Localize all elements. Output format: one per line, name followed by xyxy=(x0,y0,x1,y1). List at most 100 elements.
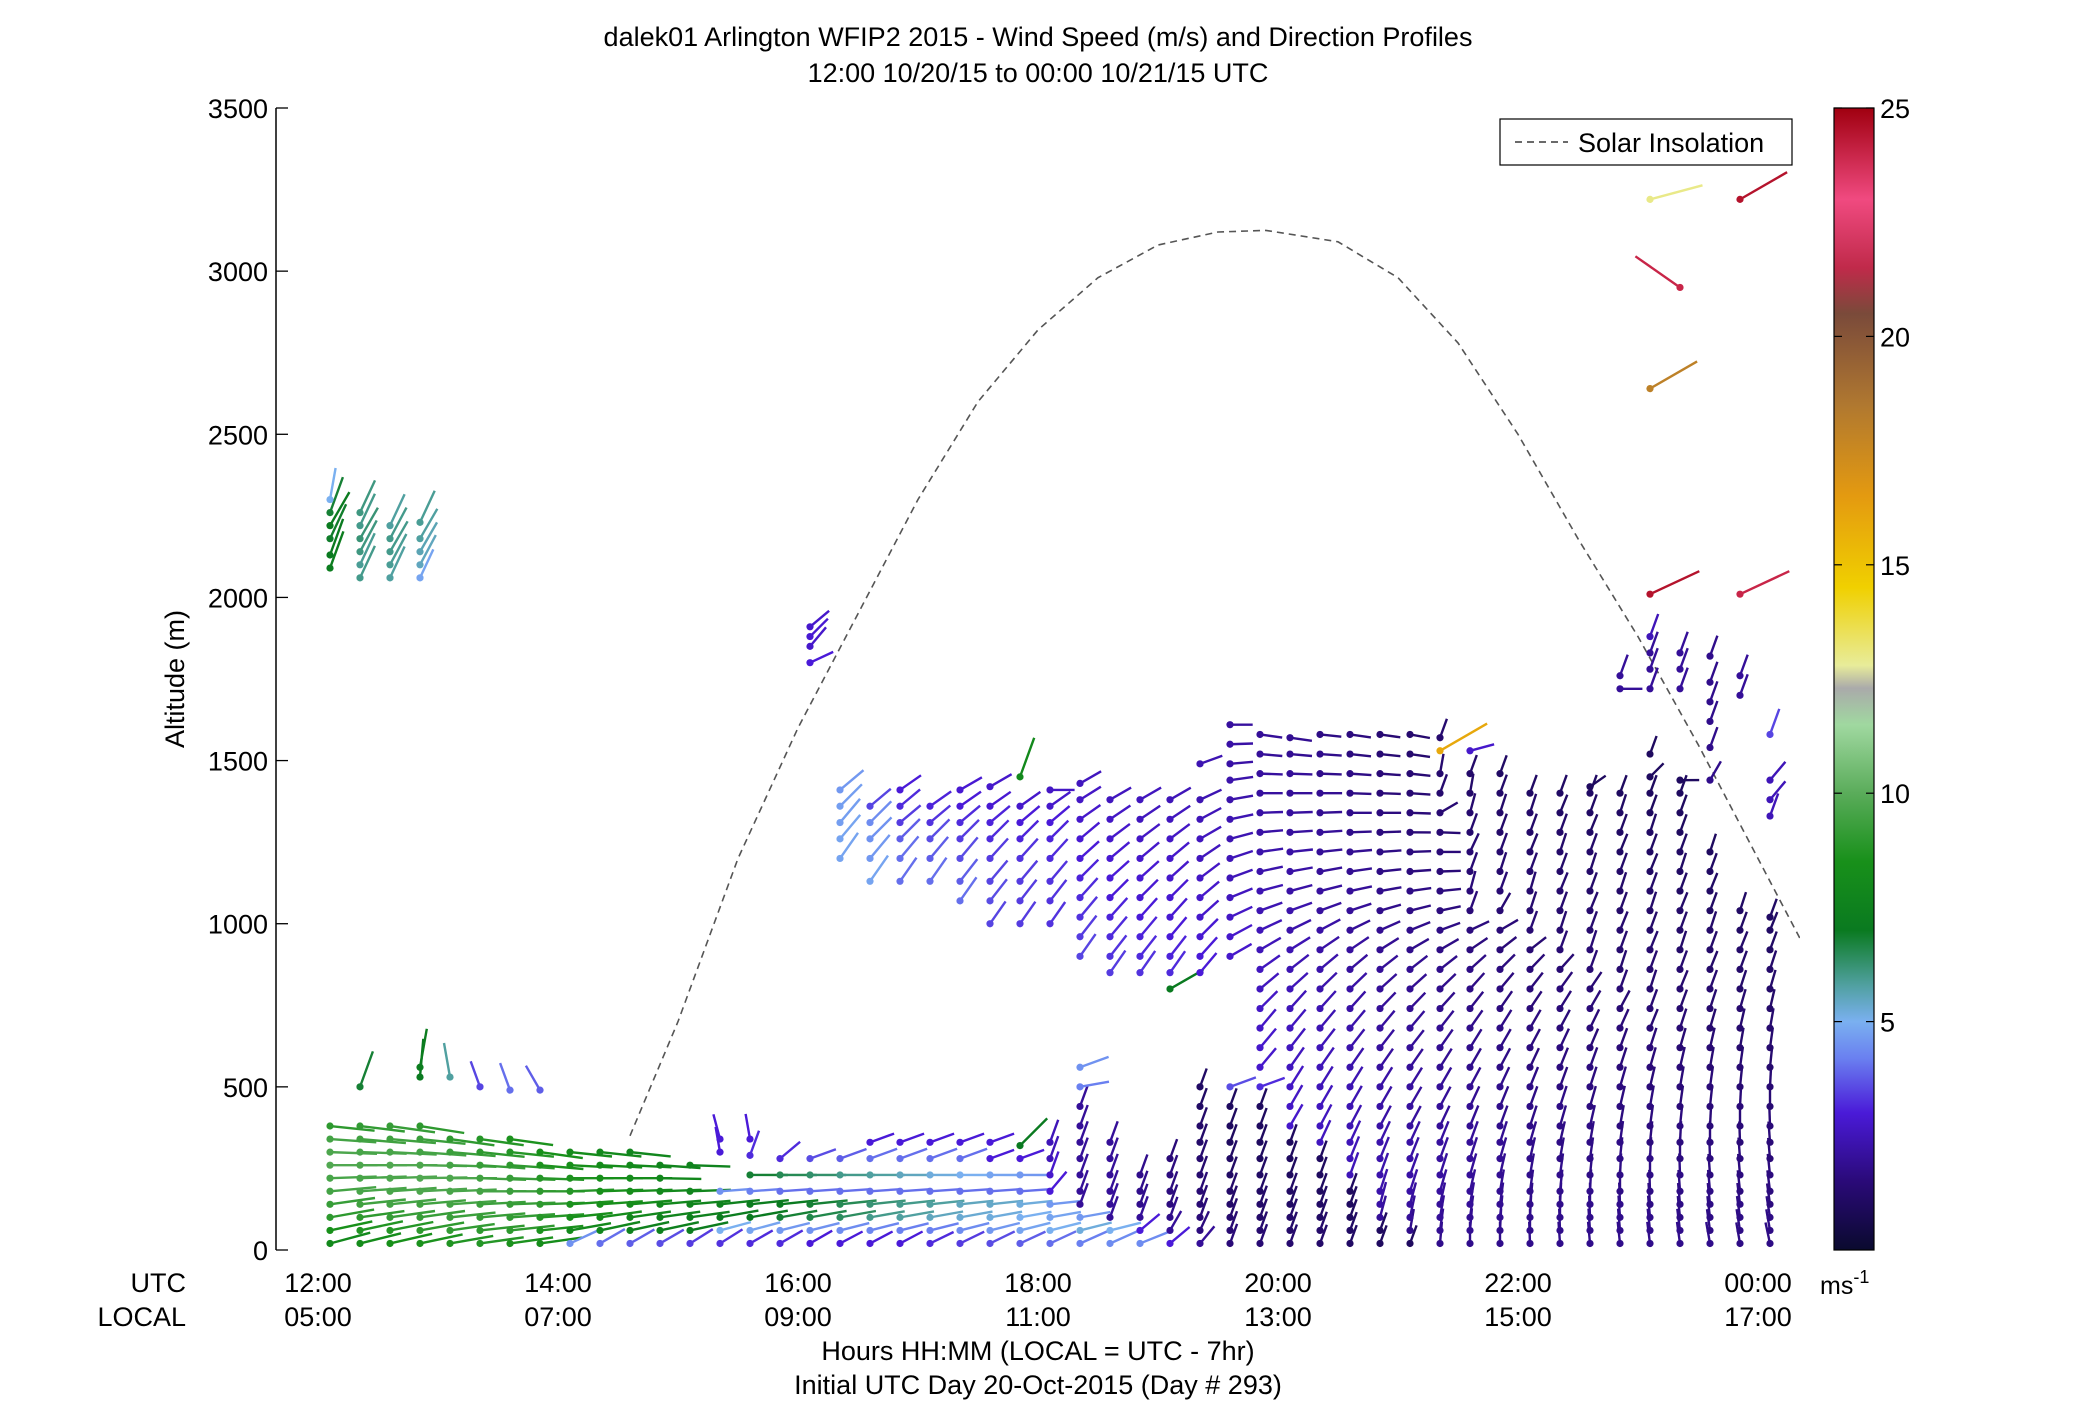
wind-barb-dot xyxy=(506,1226,514,1235)
wind-barb-dot xyxy=(656,1213,664,1221)
wind-barb-dot xyxy=(1466,1083,1474,1091)
wind-barb xyxy=(1139,878,1159,899)
wind-barb-dot xyxy=(1376,809,1384,817)
wind-barb-dot xyxy=(1016,1155,1024,1163)
wind-barb xyxy=(959,1188,989,1193)
wind-barb-dot xyxy=(1166,1155,1174,1163)
wind-barb xyxy=(929,804,952,824)
wind-barb xyxy=(1289,772,1313,776)
wind-barb-dot xyxy=(1016,818,1024,827)
wind-barb xyxy=(899,857,918,882)
wind-barb-dot xyxy=(476,1135,484,1143)
wind-barb xyxy=(749,1229,774,1245)
wind-barb-dot xyxy=(356,1148,364,1156)
wind-barb-dot xyxy=(1646,1171,1654,1179)
wind-barb-dot xyxy=(1226,1171,1234,1179)
wind-barb xyxy=(959,1199,994,1206)
wind-barb-dot xyxy=(1286,809,1294,817)
wind-barb xyxy=(1408,1105,1422,1127)
wind-barb-dot xyxy=(1526,887,1534,895)
wind-barb xyxy=(1079,840,1100,860)
wind-barb xyxy=(1708,726,1719,748)
wind-barb-dot xyxy=(776,1226,784,1235)
wind-barb-dot xyxy=(1676,848,1684,856)
wind-barb-dot xyxy=(1616,1171,1624,1179)
wind-barb-dot xyxy=(1346,985,1354,993)
wind-barb-dot xyxy=(626,1213,634,1221)
wind-barb xyxy=(358,519,378,553)
wind-barb xyxy=(1348,1120,1362,1143)
wind-barb xyxy=(1438,1105,1451,1127)
wind-barb-dot xyxy=(1526,1213,1534,1221)
wind-barb xyxy=(1229,775,1254,782)
wind-barb-dot xyxy=(386,1122,394,1130)
wind-barb xyxy=(899,788,921,808)
wind-barb-dot xyxy=(1046,920,1054,928)
wind-barb-dot xyxy=(386,574,394,582)
wind-barb xyxy=(1349,1047,1365,1068)
wind-barb-dot xyxy=(1346,1024,1354,1032)
wind-barb-dot xyxy=(1376,1213,1384,1221)
wind-barb-dot xyxy=(1406,770,1414,778)
wind-barb xyxy=(1049,819,1070,840)
wind-barb-dot xyxy=(1316,907,1324,915)
wind-barb-dot xyxy=(1556,1226,1564,1235)
wind-barb-dot xyxy=(1136,854,1144,863)
wind-barb-dot xyxy=(1256,1239,1264,1248)
wind-barb-dot xyxy=(1736,926,1744,934)
wind-barb-dot xyxy=(1226,913,1234,921)
wind-barb-dot xyxy=(1586,1122,1594,1130)
wind-barb-dot xyxy=(506,1161,514,1169)
wind-barb-dot xyxy=(1016,1141,1024,1150)
y-axis-label: Altitude (m) xyxy=(160,610,190,748)
wind-barb xyxy=(809,617,829,638)
wind-barb-dot xyxy=(1586,1213,1594,1221)
wind-barb-dot xyxy=(1076,1083,1084,1091)
wind-barb-dot xyxy=(1256,907,1264,915)
wind-barb-dot xyxy=(926,1213,934,1221)
wind-barb-dot xyxy=(1226,1226,1234,1235)
wind-barb xyxy=(1109,915,1128,938)
wind-barb xyxy=(1229,942,1253,958)
wind-barb-dot xyxy=(1286,828,1294,836)
wind-barb-dot xyxy=(716,1213,724,1221)
wind-barb xyxy=(329,1231,371,1245)
wind-barb-dot xyxy=(1256,926,1264,934)
wind-barb-dot xyxy=(1616,1187,1624,1195)
wind-barb xyxy=(989,773,1013,788)
wind-barb-dot xyxy=(836,835,844,843)
wind-barb xyxy=(1379,973,1398,990)
wind-barb-dot xyxy=(1166,815,1174,823)
wind-barb-dot xyxy=(1436,1138,1444,1146)
wind-barb-dot xyxy=(746,1200,754,1208)
wind-barb-dot xyxy=(626,1187,634,1195)
wind-barb-dot xyxy=(956,802,964,810)
wind-barb xyxy=(869,1188,899,1193)
wind-barb xyxy=(1378,1120,1391,1143)
wind-barb xyxy=(719,1187,751,1193)
wind-barb-dot xyxy=(1526,1239,1534,1248)
wind-barb xyxy=(1289,918,1312,932)
wind-barb-dot xyxy=(1706,717,1714,726)
wind-barb xyxy=(1169,1226,1191,1245)
wind-barb-dot xyxy=(986,1239,994,1248)
wind-barb-dot xyxy=(1496,1044,1504,1052)
wind-barb-dot xyxy=(416,1200,424,1208)
wind-barb xyxy=(449,1234,494,1245)
wind-barb-dot xyxy=(506,1174,514,1182)
wind-barb-dot xyxy=(1496,770,1504,778)
wind-barb xyxy=(1078,1169,1089,1192)
wind-barb-dot xyxy=(1046,1200,1054,1208)
wind-barb xyxy=(1108,1182,1119,1205)
wind-barb xyxy=(899,818,921,840)
wind-barb xyxy=(959,1230,985,1245)
wind-barb-dot xyxy=(1346,848,1354,856)
wind-barb-dot xyxy=(1556,1122,1564,1130)
wind-barb-dot xyxy=(1256,965,1264,973)
x-tick-label-utc: 12:00 xyxy=(284,1268,352,1298)
wind-barb xyxy=(1139,786,1162,801)
wind-barb-dot xyxy=(836,818,844,827)
wind-barb-dot xyxy=(1226,933,1234,941)
wind-barb xyxy=(779,1140,801,1160)
wind-barb-dot xyxy=(1076,779,1084,788)
